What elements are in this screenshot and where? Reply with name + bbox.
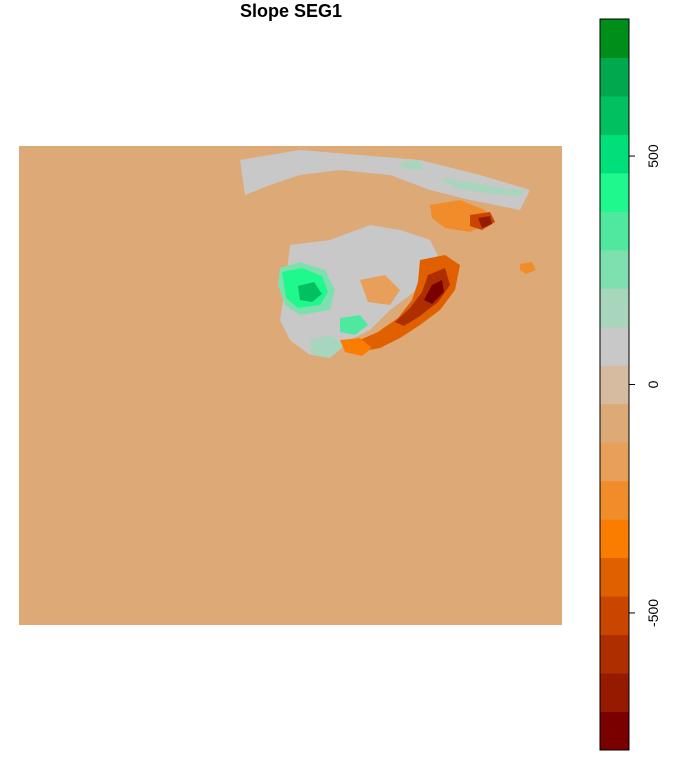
colorbar (600, 19, 629, 751)
map-region-central-west-dark (298, 282, 322, 302)
colorbar-segment (600, 480, 629, 520)
map-region-east-coast-dark (395, 268, 450, 326)
colorbar-segment (600, 673, 629, 713)
colorbar-segment (600, 442, 629, 482)
colorbar-segment (600, 19, 629, 58)
colorbar-segment (600, 519, 629, 559)
map-region-north-gray (240, 150, 530, 210)
map-region-south (340, 338, 372, 356)
map-layer (240, 150, 536, 358)
map-region-south-lightgreen (340, 315, 368, 335)
colorbar-segment (600, 172, 629, 212)
map-region-east-coast-darkest (424, 280, 444, 304)
colorbar-segment (600, 95, 629, 135)
colorbar-tick-label: -500 (645, 599, 661, 627)
chart-title: Slope SEG1 (239, 1, 343, 21)
map-region-balearic (520, 262, 536, 274)
colorbar-tick-label: 500 (645, 144, 661, 168)
colorbar-segment (600, 365, 629, 405)
colorbar-segment (600, 711, 629, 751)
colorbar-segment (600, 288, 629, 328)
map-region-northwest-coast (400, 160, 525, 196)
colorbar-ticks: 500 0 -500 (629, 144, 661, 627)
colorbar-segment (600, 249, 629, 289)
colorbar-segment (600, 557, 629, 597)
colorbar-segment (600, 596, 629, 636)
colorbar-segment (600, 211, 629, 251)
map-region-central-gray (280, 225, 440, 355)
colorbar-segment (600, 326, 629, 366)
colorbar-segment (600, 134, 629, 174)
map-region-central-orange (360, 275, 400, 305)
colorbar-segment (600, 403, 629, 443)
colorbar-segment (600, 634, 629, 674)
map-region-northeast-darkest (478, 216, 492, 228)
map-region-southwest-lightgreen (310, 335, 345, 358)
colorbar-tick-label: 0 (645, 380, 661, 388)
colorbar-segment (600, 57, 629, 97)
